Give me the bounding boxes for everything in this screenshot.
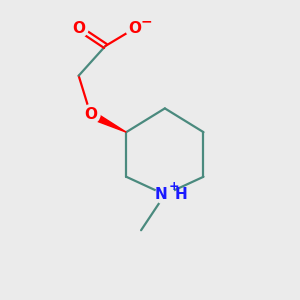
Circle shape <box>155 185 174 204</box>
Circle shape <box>69 19 88 38</box>
Text: +: + <box>169 180 180 193</box>
Circle shape <box>126 19 145 38</box>
Text: −: − <box>141 15 152 28</box>
Text: N: N <box>155 187 168 202</box>
Circle shape <box>81 105 100 124</box>
Text: O: O <box>72 21 85 36</box>
Polygon shape <box>89 111 126 132</box>
Text: O: O <box>84 107 97 122</box>
Text: O: O <box>129 21 142 36</box>
Text: H: H <box>175 187 188 202</box>
